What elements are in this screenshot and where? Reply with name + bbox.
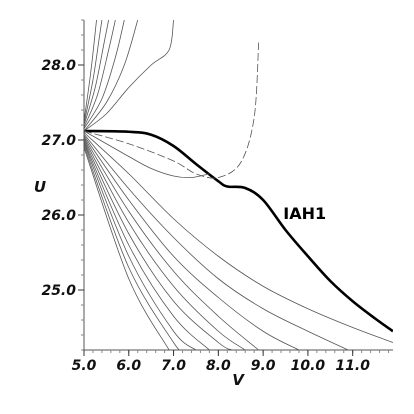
series-line-14 <box>84 138 246 350</box>
axes <box>78 19 393 356</box>
series-line-16 <box>84 141 210 350</box>
series-line-5 <box>84 20 125 129</box>
y-tick-label: 28.0 <box>41 58 76 74</box>
x-tick-label: 9.0 <box>251 358 276 374</box>
series-annotation-iah1: IAH1 <box>283 204 326 223</box>
series-line-13 <box>84 136 259 350</box>
x-tick-label: 8.0 <box>206 358 231 374</box>
series-line-11 <box>84 133 349 350</box>
series-line-1 <box>84 42 260 179</box>
series-line-18 <box>84 145 183 350</box>
x-tick-label: 11.0 <box>335 358 370 374</box>
series-line-15 <box>84 139 232 350</box>
tick-labels: 5.0 6.0 7.0 8.0 9.0 10.0 11.0 25.0 26.0 27.0 28.0 <box>41 58 370 374</box>
series-line-7 <box>84 20 110 126</box>
series-line-10 <box>84 132 393 343</box>
series-line-19 <box>84 147 170 350</box>
x-tick-label: 6.0 <box>116 358 141 374</box>
series-line-6 <box>84 20 116 128</box>
series-line-12 <box>84 135 300 350</box>
x-tick-label: 10.0 <box>291 358 326 374</box>
x-tick-label: 5.0 <box>72 358 97 374</box>
y-tick-label: 25.0 <box>41 283 76 299</box>
y-axis-title: U <box>34 178 46 196</box>
series-line-9 <box>84 20 97 122</box>
series-line-iah1 <box>84 129 393 333</box>
series-lines <box>84 20 393 350</box>
series-line-4 <box>84 20 139 132</box>
series-line-8 <box>84 20 103 124</box>
series-line-2 <box>84 130 210 179</box>
y-tick-label: 26.0 <box>41 208 76 224</box>
series-line-17 <box>84 142 197 350</box>
x-tick-label: 7.0 <box>161 358 186 374</box>
x-axis-title: V <box>232 371 245 389</box>
series-line-3 <box>84 20 174 132</box>
y-tick-label: 27.0 <box>41 133 76 149</box>
